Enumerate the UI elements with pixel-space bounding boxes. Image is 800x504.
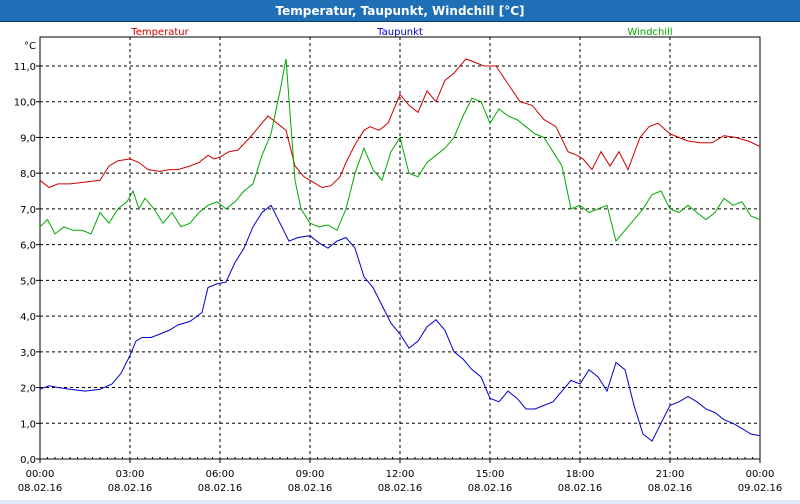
series-line-temperatur bbox=[39, 58, 761, 189]
x-tick-label-time: 21:00 bbox=[656, 469, 685, 480]
x-tick-label-date: 08.02.16 bbox=[198, 483, 243, 494]
y-tick-label: 4,0 bbox=[20, 312, 36, 323]
x-tick-label-time: 18:00 bbox=[566, 469, 595, 480]
x-tick-label-time: 15:00 bbox=[476, 469, 505, 480]
x-tick-label-date: 08.02.16 bbox=[108, 483, 153, 494]
y-tick-label: 9,0 bbox=[20, 133, 36, 144]
y-tick-label: 6,0 bbox=[20, 241, 36, 252]
y-tick-label: 10,0 bbox=[14, 98, 36, 109]
x-tick-label-date: 08.02.16 bbox=[288, 483, 333, 494]
y-axis-label: °C bbox=[24, 41, 36, 52]
y-tick-label: 11,0 bbox=[14, 62, 36, 73]
x-tick-label-date: 09.02.16 bbox=[738, 483, 783, 494]
x-tick-label-date: 08.02.16 bbox=[648, 483, 693, 494]
y-tick-label: 0,0 bbox=[20, 455, 36, 466]
x-tick-label-date: 08.02.16 bbox=[378, 483, 423, 494]
y-tick-label: 3,0 bbox=[20, 348, 36, 359]
chart-area: 0,0 1,0 2,0 3,0 4,0 5,0 6,0 7,0 8,0 9,0 10,0 11,0 °C… bbox=[0, 22, 800, 500]
x-tick-label-time: 09:00 bbox=[296, 469, 325, 480]
x-tick-label-time: 00:00 bbox=[746, 469, 775, 480]
x-tick-label-date: 08.02.16 bbox=[468, 483, 513, 494]
y-tick-label: 8,0 bbox=[20, 169, 36, 180]
x-tick-label-time: 06:00 bbox=[206, 469, 235, 480]
y-tick-label: 1,0 bbox=[20, 419, 36, 430]
series-line-taupunkt bbox=[39, 204, 761, 442]
x-tick-label-date: 08.02.16 bbox=[18, 483, 63, 494]
legend-temperatur: Temperatur bbox=[130, 27, 189, 38]
x-tick-label-date: 08.02.16 bbox=[558, 483, 603, 494]
temperature-chart: 0,0 1,0 2,0 3,0 4,0 5,0 6,0 7,0 8,0 9,0 10,0 11,0 °C… bbox=[14, 27, 783, 494]
y-tick-label: 5,0 bbox=[20, 276, 36, 287]
plot-border bbox=[39, 36, 761, 460]
series-line-windchill bbox=[39, 58, 761, 243]
x-tick-label-time: 00:00 bbox=[26, 469, 55, 480]
y-tick-label: 2,0 bbox=[20, 384, 36, 395]
chart-title: Temperatur, Taupunkt, Windchill [°C] bbox=[0, 0, 800, 22]
x-tick-label-time: 03:00 bbox=[116, 469, 145, 480]
y-tick-label: 7,0 bbox=[20, 205, 36, 216]
legend-taupunkt: Taupunkt bbox=[376, 27, 423, 38]
legend-windchill: Windchill bbox=[627, 27, 672, 38]
x-tick-label-time: 12:00 bbox=[386, 469, 415, 480]
